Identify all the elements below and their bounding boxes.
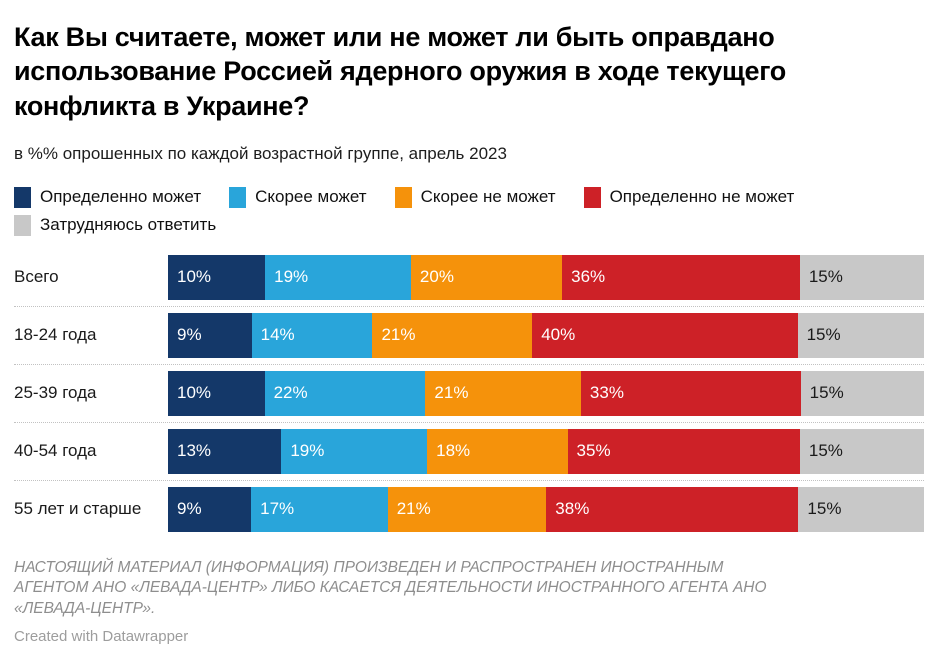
datawrapper-attribution: Created with Datawrapper xyxy=(14,628,189,646)
bar-segment: 40% xyxy=(532,312,798,358)
bar-segment: 36% xyxy=(562,254,800,300)
row-label: 40-54 года xyxy=(14,441,97,461)
legend-label: Затрудняюсь ответить xyxy=(40,215,217,235)
legend-swatch xyxy=(14,214,31,236)
legend-label: Определенно может xyxy=(40,187,202,207)
legend-item: Определенно не может xyxy=(583,186,795,208)
legend-item: Затрудняюсь ответить xyxy=(14,214,217,236)
bar-segment: 13% xyxy=(168,428,282,474)
value-label: 14% xyxy=(260,325,295,345)
stacked-bar: 13% 19% 18% 35% 15% xyxy=(168,428,925,474)
value-label: 38% xyxy=(555,499,590,519)
value-label: 21% xyxy=(396,499,431,519)
legend-swatch xyxy=(394,186,412,208)
bar-segment: 21% xyxy=(372,312,533,358)
bar-segment: 10% xyxy=(168,370,265,416)
foreign-agent-disclaimer: НАСТОЯЩИЙ МАТЕРИАЛ (ИНФОРМАЦИЯ) ПРОИЗВЕД… xyxy=(14,558,767,617)
value-label: 9% xyxy=(177,499,202,519)
legend-item: Скорее не может xyxy=(394,186,556,208)
chart-title: Как Вы считаете, может или не может ли б… xyxy=(14,22,786,121)
stacked-bar-chart: Всего 10% 19% 20% 36% 15% 18-24 года 9% 14% 21% 40… xyxy=(14,254,925,532)
value-label: 10% xyxy=(177,267,212,287)
bar-segment: 15% xyxy=(800,370,925,416)
value-label: 22% xyxy=(273,383,308,403)
row-separator xyxy=(14,363,924,365)
value-label: 19% xyxy=(274,267,309,287)
chart-row: 40-54 года 13% 19% 18% 35% 15% xyxy=(14,428,925,474)
legend-swatch xyxy=(229,186,247,208)
value-label: 35% xyxy=(576,441,611,461)
bar-segment: 35% xyxy=(567,428,800,474)
bar-segment: 10% xyxy=(168,254,266,300)
value-label: 20% xyxy=(419,267,454,287)
stacked-bar: 10% 19% 20% 36% 15% xyxy=(168,254,924,300)
stacked-bar: 9% 14% 21% 40% 15% xyxy=(168,312,924,358)
row-label: Всего xyxy=(14,267,59,287)
chart-row: 25-39 года 10% 22% 21% 33% 15% xyxy=(14,370,925,416)
row-label: 55 лет и старше xyxy=(14,499,142,519)
legend-item: Скорее может xyxy=(229,186,367,208)
value-label: 10% xyxy=(177,383,212,403)
bar-segment: 9% xyxy=(168,486,252,532)
bar-segment: 18% xyxy=(427,428,568,474)
row-label: 25-39 года xyxy=(14,383,97,403)
value-label: 15% xyxy=(808,441,843,461)
legend: Определенно может Скорее может Скорее не м… xyxy=(14,186,894,236)
chart-row: Всего 10% 19% 20% 36% 15% xyxy=(14,254,924,300)
bar-segment: 21% xyxy=(425,370,581,416)
legend-label: Скорее не может xyxy=(420,187,556,207)
value-label: 13% xyxy=(177,441,212,461)
value-label: 36% xyxy=(571,267,606,287)
row-separator xyxy=(14,479,924,481)
stacked-bar: 10% 22% 21% 33% 15% xyxy=(168,370,925,416)
bar-segment: 14% xyxy=(251,312,373,358)
value-label: 15% xyxy=(809,383,844,403)
bar-segment: 17% xyxy=(251,486,388,532)
bar-segment: 15% xyxy=(797,312,924,358)
row-label: 18-24 года xyxy=(14,325,97,345)
value-label: 19% xyxy=(290,441,325,461)
bar-segment: 22% xyxy=(264,370,426,416)
legend-label: Скорее может xyxy=(255,187,367,207)
bar-segment: 15% xyxy=(799,428,925,474)
value-label: 15% xyxy=(806,325,841,345)
bar-segment: 20% xyxy=(410,254,563,300)
value-label: 15% xyxy=(807,499,842,519)
row-separator xyxy=(14,421,924,423)
bar-segment: 9% xyxy=(168,312,252,358)
bar-segment: 19% xyxy=(265,254,411,300)
value-label: 9% xyxy=(177,325,202,345)
legend-item: Определенно может xyxy=(14,186,202,208)
value-label: 21% xyxy=(381,325,416,345)
row-separator xyxy=(14,305,924,307)
value-label: 33% xyxy=(589,383,624,403)
bar-segment: 15% xyxy=(798,486,924,532)
value-label: 18% xyxy=(436,441,471,461)
value-label: 21% xyxy=(434,383,469,403)
legend-swatch xyxy=(583,186,601,208)
legend-swatch xyxy=(14,186,31,208)
chart-subtitle: в %% опрошенных по каждой возрастной гру… xyxy=(14,143,507,163)
legend-label: Определенно не может xyxy=(609,187,795,207)
bar-segment: 15% xyxy=(799,254,924,300)
bar-segment: 33% xyxy=(580,370,801,416)
value-label: 17% xyxy=(260,499,295,519)
bar-segment: 19% xyxy=(281,428,428,474)
value-label: 15% xyxy=(808,267,843,287)
bar-segment: 38% xyxy=(546,486,799,532)
chart-row: 18-24 года 9% 14% 21% 40% 15% xyxy=(14,312,924,358)
bar-segment: 21% xyxy=(387,486,547,532)
chart-row: 55 лет и старше 9% 17% 21% 38% 15% xyxy=(14,486,924,532)
stacked-bar: 9% 17% 21% 38% 15% xyxy=(168,486,924,532)
value-label: 40% xyxy=(541,325,576,345)
